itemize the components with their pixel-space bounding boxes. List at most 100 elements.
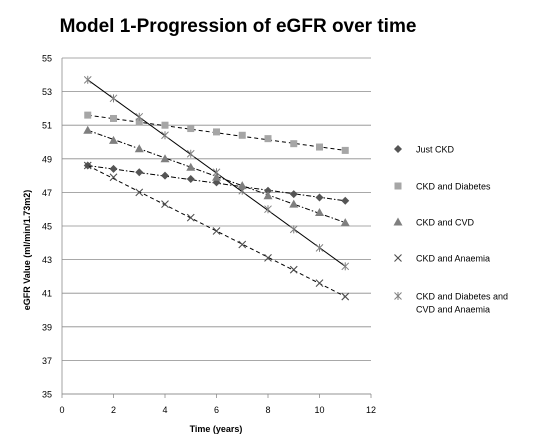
series-2-point-shape — [290, 140, 298, 148]
series-1-point-shape — [289, 190, 298, 199]
series-2-point-shape — [161, 121, 169, 129]
series-4-point — [161, 200, 169, 209]
x-axis-title: Time (years) — [190, 424, 243, 434]
series-2-point — [110, 114, 117, 122]
series-5-point — [109, 94, 118, 103]
series-1-point-shape — [264, 186, 272, 195]
series-3-point — [83, 125, 93, 134]
series-1-point-shape — [186, 174, 195, 183]
series-4-point-stroke — [161, 200, 169, 209]
series-5-point — [83, 75, 92, 84]
series-3-point — [186, 162, 196, 171]
series-3-point-shape — [263, 191, 273, 200]
legend-marker-shape — [394, 182, 402, 190]
series-3-point — [160, 154, 170, 163]
series-4-point — [238, 240, 247, 249]
series-4-point — [341, 292, 350, 301]
legend-label: Just CKD — [416, 145, 455, 155]
series-4-point-stroke — [212, 227, 221, 235]
series-5-point — [238, 186, 247, 195]
series-1-point-shape — [341, 196, 350, 205]
legend-label: CKD and Diabetes and — [416, 292, 508, 302]
series-2-point — [341, 146, 349, 154]
series-3-point-shape — [315, 208, 324, 217]
series-4-point-stroke — [135, 188, 144, 197]
series-5-point — [186, 149, 195, 158]
y-axis-title: eGFR Value (ml/min/1.73m2) — [22, 190, 32, 311]
series-3-point-shape — [83, 125, 93, 134]
series-4-point-stroke — [315, 279, 324, 288]
series-1-point-shape — [135, 168, 144, 177]
series-3-point — [340, 218, 350, 227]
series-3-point — [212, 172, 221, 181]
series-2-point-shape — [264, 135, 272, 143]
series-3-point-shape — [212, 172, 221, 181]
legend-item: CKD and Diabetes — [394, 182, 491, 192]
chart-title: Model 1-Progression of eGFR over time — [59, 16, 417, 37]
x-tick-label: 0 — [59, 405, 64, 415]
series-2-point — [213, 128, 220, 136]
y-tick-label: 43 — [42, 255, 52, 265]
series-2-point — [238, 131, 246, 139]
series-5-point — [315, 243, 324, 252]
series-1-point — [264, 186, 272, 195]
series-2-point — [264, 135, 272, 143]
series-3-point — [315, 208, 324, 217]
legend: Just CKD CKD and Diabetes CKD and CVD CKD a… — [393, 145, 508, 315]
x-tick-label: 6 — [214, 405, 219, 415]
series-3-point — [289, 199, 299, 208]
series-4-point — [212, 227, 221, 235]
series-1-point — [289, 190, 298, 199]
legend-marker — [394, 182, 402, 190]
series-2-point-shape — [187, 125, 195, 133]
legend-item: CKD and CVD — [393, 217, 475, 228]
series-4-point — [83, 161, 92, 170]
series-4-point — [186, 213, 195, 222]
series-1-point — [341, 196, 350, 205]
legend-marker-shape — [393, 217, 403, 226]
series-1-point-shape — [161, 171, 169, 180]
series-4-point — [264, 254, 272, 262]
y-tick-label: 49 — [42, 154, 52, 164]
axes-layer: 35 37 39 41 43 45 47 49 51 53 55 0 2 4 6 8 10 12 — [42, 54, 376, 416]
series-4-point-stroke — [264, 254, 272, 262]
series-3-point-shape — [160, 154, 170, 163]
series-3-point — [134, 144, 144, 153]
legend-marker — [394, 292, 402, 300]
series-2-point-shape — [110, 114, 117, 122]
legend-label: CVD and Anaemia — [416, 305, 490, 315]
series-2-point — [84, 111, 92, 119]
series-4-point-stroke — [341, 292, 350, 301]
grid-layer — [62, 57, 371, 395]
x-tick-label: 10 — [314, 405, 324, 415]
series-2-point-shape — [213, 128, 220, 136]
series-1-point — [315, 193, 324, 202]
legend-item: CKD and Anaemia — [394, 254, 490, 264]
series-5-point — [161, 131, 169, 140]
series-2-point-shape — [316, 143, 323, 151]
y-tick-label: 55 — [42, 54, 52, 64]
series-3-point-shape — [134, 144, 144, 153]
legend-label: CKD and Anaemia — [416, 254, 490, 264]
series-4-point — [109, 173, 118, 182]
series-1-point — [186, 174, 195, 183]
legend-marker — [394, 145, 402, 153]
series-1-point-shape — [315, 193, 324, 202]
series-1-point — [161, 171, 169, 180]
series-3-point — [237, 181, 247, 190]
y-tick-label: 35 — [42, 390, 52, 400]
series-3-point-shape — [237, 181, 247, 190]
legend-label: CKD and CVD — [416, 218, 475, 228]
series-3-point-shape — [289, 199, 299, 208]
series-1-point — [109, 164, 118, 173]
y-tick-label: 41 — [42, 289, 52, 299]
series-2-point-shape — [238, 131, 246, 139]
series-layer — [83, 75, 350, 301]
series-5-point — [289, 225, 298, 234]
y-tick-label: 45 — [42, 222, 52, 232]
series-4-point — [289, 265, 298, 274]
series-2-point — [187, 125, 195, 133]
legend-marker — [393, 217, 403, 226]
